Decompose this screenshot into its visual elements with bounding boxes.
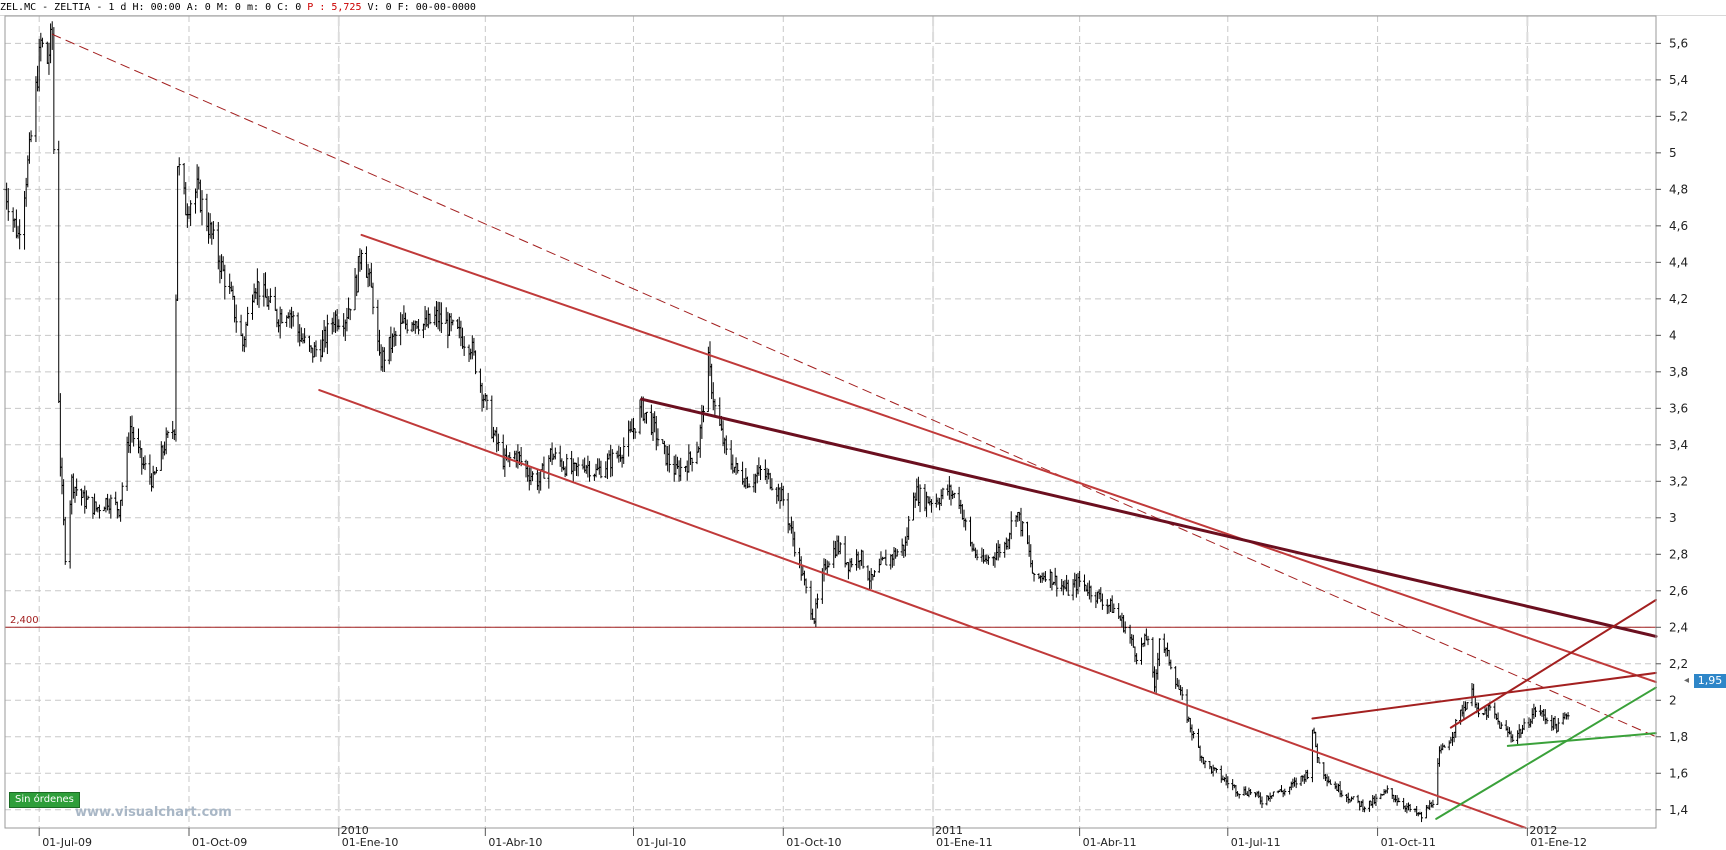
watermark: www.visualchart.com bbox=[75, 805, 232, 820]
price-arrow-icon: ◂ bbox=[1684, 675, 1690, 686]
trendline bbox=[1449, 598, 1657, 729]
symbol-label: ZEL.MC - ZELTIA - bbox=[0, 2, 103, 13]
y-tick-label: 3,2 bbox=[1669, 474, 1688, 488]
y-tick-label: 2 bbox=[1669, 693, 1677, 707]
v-value: 0 bbox=[385, 2, 392, 13]
v-label: V: bbox=[367, 2, 380, 13]
p-label: P bbox=[307, 2, 314, 13]
c-value: 0 bbox=[295, 2, 302, 13]
y-tick-label: 5,2 bbox=[1669, 109, 1688, 123]
m-label: M: bbox=[216, 2, 229, 13]
current-price-tag: 1,95 bbox=[1694, 674, 1726, 688]
x-tick-label: 01-Oct-10 bbox=[786, 836, 841, 849]
trendlines bbox=[51, 33, 1658, 829]
y-tick-label: 2,2 bbox=[1669, 657, 1688, 671]
price-bars bbox=[3, 21, 1570, 823]
trendline bbox=[640, 397, 1658, 638]
mm-label: m: bbox=[246, 2, 260, 13]
y-tick-label: 1,8 bbox=[1669, 730, 1688, 744]
y-tick-label: 3 bbox=[1669, 511, 1677, 525]
x-tick-label: 01-Jul-09 bbox=[42, 836, 92, 849]
y-tick-label: 3,8 bbox=[1669, 365, 1688, 379]
y-tick-label: 2,8 bbox=[1669, 547, 1688, 561]
y-tick-label: 3,6 bbox=[1669, 401, 1688, 415]
trendline bbox=[1435, 686, 1657, 820]
trendline bbox=[1311, 671, 1657, 720]
y-tick-label: 4,4 bbox=[1669, 255, 1688, 269]
y-tick-label: 4,8 bbox=[1669, 182, 1688, 196]
x-tick-label: 01-Ene-11 bbox=[936, 836, 993, 849]
y-tick-label: 4,6 bbox=[1669, 219, 1688, 233]
x-tick-label: 01-Abr-10 bbox=[488, 836, 542, 849]
x-tick-label: 01-Ene-12 bbox=[1530, 836, 1587, 849]
f-label: F: bbox=[397, 2, 410, 13]
horizontal-level-label: 2,400 bbox=[10, 615, 39, 626]
year-label: 2012 bbox=[1529, 824, 1557, 837]
status-badge[interactable]: Sin órdenes bbox=[9, 792, 80, 808]
y-tick-label: 5 bbox=[1669, 146, 1677, 160]
a-label: A: bbox=[186, 2, 199, 13]
trendline bbox=[318, 389, 1527, 829]
m-value: 0 bbox=[234, 2, 241, 13]
y-tick-label: 1,6 bbox=[1669, 766, 1688, 780]
h-label: H: bbox=[132, 2, 145, 13]
year-label: 2011 bbox=[935, 824, 963, 837]
y-tick-label: 4 bbox=[1669, 328, 1677, 342]
chart-axes: 1,4 1,6 1,8 2 2,2 2,4 2,6 2,8 3 3,2 3,4 3,6 3,8 4 4,2 4… bbox=[4, 15, 1688, 849]
x-tick-label: 01-Abr-11 bbox=[1083, 836, 1137, 849]
x-tick-label: 01-Oct-11 bbox=[1381, 836, 1436, 849]
x-tick-label: 01-Ene-10 bbox=[342, 836, 399, 849]
p-value: : 5,725 bbox=[319, 2, 362, 13]
y-tick-label: 2,4 bbox=[1669, 620, 1688, 634]
c-label: C: bbox=[277, 2, 290, 13]
timeframe-label: 1 d bbox=[108, 2, 127, 13]
y-tick-label: 1,4 bbox=[1669, 803, 1688, 817]
mm-value: 0 bbox=[265, 2, 272, 13]
x-tick-label: 01-Jul-11 bbox=[1231, 836, 1281, 849]
a-value: 0 bbox=[204, 2, 211, 13]
trendline bbox=[360, 233, 1657, 684]
h-value: 00:00 bbox=[150, 2, 181, 13]
trendline bbox=[51, 33, 1657, 738]
y-tick-label: 4,2 bbox=[1669, 292, 1688, 306]
f-value: 00-00-0000 bbox=[415, 2, 476, 13]
y-tick-label: 2,6 bbox=[1669, 584, 1688, 598]
plot-frame bbox=[4, 15, 1657, 829]
y-tick-label: 5,6 bbox=[1669, 36, 1688, 50]
x-tick-label: 01-Oct-09 bbox=[192, 836, 247, 849]
x-tick-label: 01-Jul-10 bbox=[636, 836, 686, 849]
year-label: 2010 bbox=[341, 824, 369, 837]
y-tick-label: 3,4 bbox=[1669, 438, 1688, 452]
y-tick-label: 5,4 bbox=[1669, 73, 1688, 87]
trendline bbox=[1506, 732, 1657, 747]
